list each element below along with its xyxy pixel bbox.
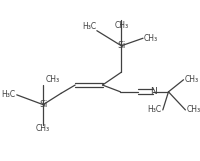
Text: H₃C: H₃C <box>81 22 95 31</box>
Text: N: N <box>149 87 156 96</box>
Text: CH₃: CH₃ <box>114 21 128 30</box>
Text: CH₃: CH₃ <box>185 105 199 114</box>
Text: CH₃: CH₃ <box>46 75 60 84</box>
Text: Si: Si <box>117 41 125 50</box>
Text: H₃C: H₃C <box>2 90 16 99</box>
Text: CH₃: CH₃ <box>36 124 50 133</box>
Text: H₃C: H₃C <box>147 105 161 114</box>
Text: CH₃: CH₃ <box>184 75 198 84</box>
Text: CH₃: CH₃ <box>143 34 157 43</box>
Text: Si: Si <box>39 100 47 109</box>
